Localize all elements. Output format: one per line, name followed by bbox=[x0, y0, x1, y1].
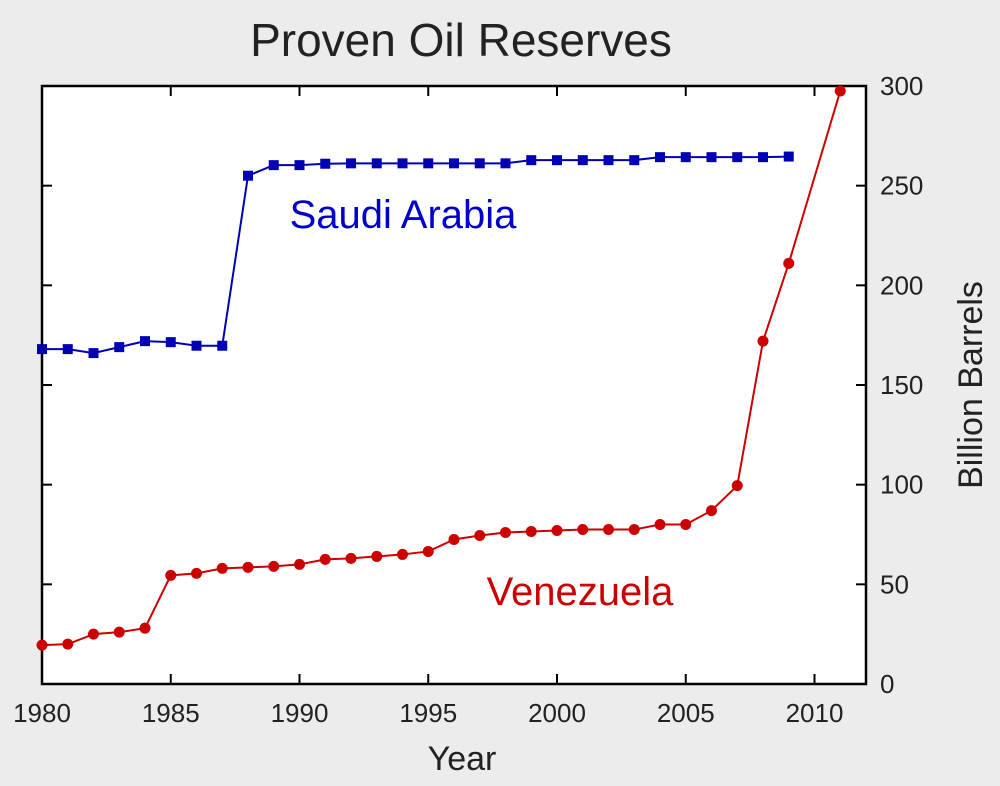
data-point bbox=[37, 344, 47, 355]
data-point bbox=[320, 158, 331, 169]
data-point bbox=[706, 152, 717, 163]
data-point bbox=[577, 524, 589, 536]
data-point bbox=[268, 560, 280, 572]
data-point bbox=[268, 160, 279, 171]
plot-area bbox=[40, 84, 868, 686]
data-point bbox=[834, 85, 846, 97]
x-axis: 1980 1985 1990 1995 2000 2005 2010 bbox=[13, 86, 843, 728]
data-point bbox=[294, 160, 305, 171]
data-point bbox=[757, 335, 769, 347]
data-point bbox=[474, 529, 486, 541]
data-point bbox=[165, 569, 177, 581]
series-saudi-arabia bbox=[37, 151, 794, 359]
x-tick-label: 1980 bbox=[13, 698, 71, 728]
data-point bbox=[62, 638, 74, 650]
x-tick-label: 2010 bbox=[786, 698, 844, 728]
data-point bbox=[783, 257, 795, 269]
data-point bbox=[628, 524, 640, 536]
data-point bbox=[139, 622, 151, 634]
data-point bbox=[500, 158, 511, 169]
y-tick-label: 200 bbox=[880, 270, 923, 300]
y-tick-label: 300 bbox=[880, 71, 923, 101]
data-point bbox=[216, 562, 228, 574]
data-point bbox=[551, 525, 563, 537]
data-point bbox=[783, 151, 794, 162]
data-point bbox=[603, 524, 614, 536]
data-point bbox=[217, 340, 228, 351]
data-point bbox=[448, 533, 460, 545]
x-tick-label: 2005 bbox=[657, 698, 715, 728]
data-point bbox=[345, 552, 357, 564]
data-point bbox=[191, 340, 202, 351]
data-point bbox=[731, 480, 743, 492]
data-point bbox=[526, 155, 537, 166]
chart-title: Proven Oil Reserves bbox=[250, 14, 672, 66]
data-point bbox=[36, 639, 48, 651]
data-point bbox=[346, 158, 356, 169]
series-venezuela bbox=[36, 85, 846, 651]
y-axis-label: Billion Barrels bbox=[952, 281, 990, 489]
data-point bbox=[577, 155, 588, 166]
series-layer bbox=[36, 85, 846, 651]
data-point bbox=[500, 527, 511, 539]
data-point bbox=[243, 170, 253, 181]
annotation-venezuela: Venezuela bbox=[487, 570, 675, 614]
data-point bbox=[706, 505, 717, 517]
data-point bbox=[397, 548, 408, 560]
data-point bbox=[140, 336, 150, 347]
y-tick-label: 150 bbox=[880, 370, 923, 400]
data-point bbox=[242, 561, 254, 573]
data-point bbox=[422, 545, 434, 557]
data-point bbox=[758, 152, 768, 163]
y-tick-label: 50 bbox=[880, 569, 909, 599]
data-point bbox=[629, 155, 640, 166]
data-point bbox=[474, 158, 485, 169]
annotation-saudi-arabia: Saudi Arabia bbox=[290, 193, 518, 237]
y-tick-label: 250 bbox=[880, 171, 923, 201]
data-point bbox=[655, 152, 665, 163]
data-point bbox=[191, 567, 202, 579]
data-point bbox=[732, 152, 743, 163]
x-tick-label: 1985 bbox=[142, 698, 200, 728]
data-point bbox=[552, 155, 562, 166]
data-point bbox=[603, 155, 614, 166]
data-point bbox=[371, 158, 382, 169]
data-point bbox=[319, 553, 331, 565]
x-axis-label: Year bbox=[428, 740, 497, 778]
data-point bbox=[654, 519, 666, 531]
data-point bbox=[680, 152, 691, 163]
data-point bbox=[113, 626, 125, 638]
data-point bbox=[449, 158, 459, 169]
data-point bbox=[371, 550, 383, 562]
data-point bbox=[423, 158, 434, 169]
data-point bbox=[114, 342, 125, 353]
data-point bbox=[680, 519, 692, 531]
data-point bbox=[165, 337, 176, 348]
data-point bbox=[397, 158, 408, 169]
x-tick-label: 2000 bbox=[528, 698, 586, 728]
x-tick-label: 1990 bbox=[271, 698, 329, 728]
y-tick-label: 100 bbox=[880, 470, 923, 500]
y-axis: 0 50 100 150 200 250 300 bbox=[42, 71, 923, 699]
x-tick-label: 1995 bbox=[399, 698, 457, 728]
data-point bbox=[62, 344, 73, 355]
y-tick-label: 0 bbox=[880, 669, 894, 699]
data-point bbox=[525, 526, 537, 538]
data-point bbox=[88, 628, 99, 640]
data-point bbox=[294, 558, 305, 570]
data-point bbox=[88, 348, 99, 359]
